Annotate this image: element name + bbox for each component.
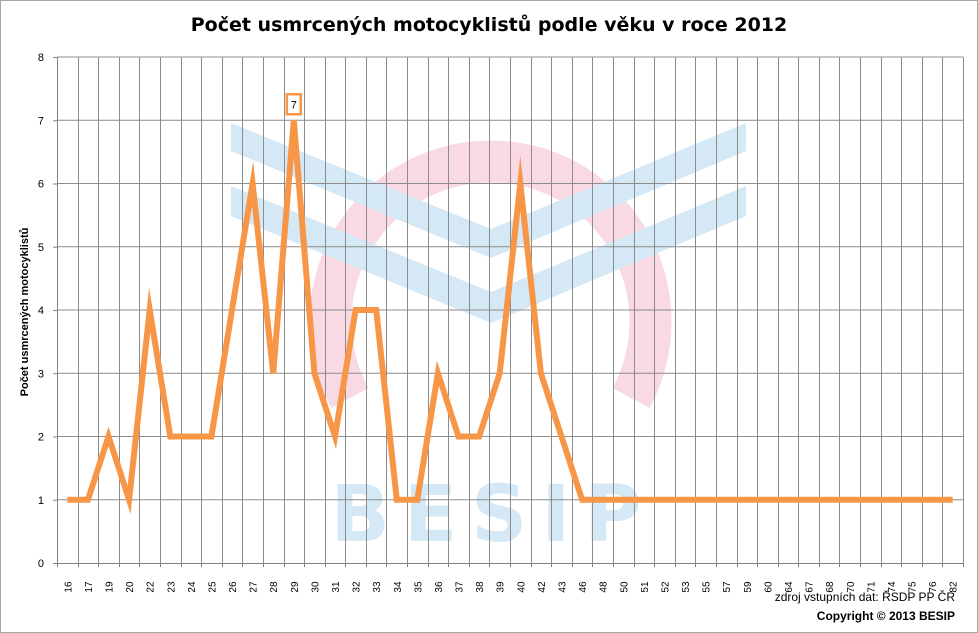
x-tick-label: 48 xyxy=(599,581,610,593)
x-tick-label: 35 xyxy=(413,581,424,593)
x-tick-label: 17 xyxy=(84,581,95,593)
x-tick-label: 25 xyxy=(207,581,218,593)
y-tick-label: 5 xyxy=(38,242,44,254)
watermark-chevron xyxy=(231,123,746,258)
x-tick-label: 50 xyxy=(619,581,630,593)
x-tick-label: 30 xyxy=(310,581,321,593)
watermark-chevron-lower xyxy=(231,186,746,323)
x-tick-label: 59 xyxy=(743,581,754,593)
x-tick-label: 24 xyxy=(187,581,198,593)
chart-title: Počet usmrcených motocyklistů podle věku… xyxy=(190,14,788,36)
x-tick-label: 20 xyxy=(125,581,136,593)
x-tick-label: 16 xyxy=(63,581,74,593)
besip-watermark-logo: BESIP xyxy=(231,123,746,560)
x-tick-label: 23 xyxy=(166,581,177,593)
y-tick-label: 2 xyxy=(38,432,44,444)
x-tick-label: 75 xyxy=(908,581,919,593)
x-tick-label: 43 xyxy=(557,581,568,593)
y-tick-label: 1 xyxy=(38,495,44,507)
y-tick-label: 4 xyxy=(38,305,44,317)
x-tick-label: 29 xyxy=(290,581,301,593)
series-line xyxy=(67,120,953,515)
x-tick-label: 38 xyxy=(475,581,486,593)
x-tick-label: 74 xyxy=(887,581,898,593)
x-tick-label: 32 xyxy=(352,581,363,593)
x-tick-label: 39 xyxy=(496,581,507,593)
x-tick-label: 46 xyxy=(578,581,589,593)
x-tick-label: 60 xyxy=(763,581,774,593)
x-tick-label: 55 xyxy=(702,581,713,593)
x-tick-label: 19 xyxy=(104,581,115,593)
copyright-note: Copyright © 2013 BESIP xyxy=(816,609,955,623)
x-tick-labels: 16 17 19 20 22 23 24 25 26 27 28 29 30 31 32 33 34 35 36 37… xyxy=(63,581,959,593)
x-tick-label: 31 xyxy=(331,581,342,593)
x-tick-label: 34 xyxy=(393,581,404,593)
y-tick-label: 0 xyxy=(38,558,44,570)
x-tick-label: 51 xyxy=(640,581,651,593)
x-tick-label: 22 xyxy=(146,581,157,593)
source-note: zdroj vstupních dat: ŘSDP PP ČR xyxy=(774,590,955,604)
y-tick-label: 3 xyxy=(38,368,44,380)
x-tick-label: 52 xyxy=(660,581,671,593)
x-tick-label: 27 xyxy=(249,581,260,593)
series-layer xyxy=(67,120,953,515)
x-tick-label: 67 xyxy=(805,581,816,593)
chart-axes xyxy=(53,57,964,567)
x-tick-label: 70 xyxy=(846,581,857,593)
x-tick-label: 82 xyxy=(949,581,960,593)
x-tick-label: 68 xyxy=(825,581,836,593)
data-label-layer: 7 xyxy=(285,93,303,116)
watermark-text: BESIP xyxy=(330,470,655,560)
data-label-box xyxy=(285,93,303,116)
x-tick-label: 26 xyxy=(228,581,239,593)
x-tick-label: 28 xyxy=(269,581,280,593)
x-tick-label: 33 xyxy=(372,581,383,593)
y-tick-labels: 0 1 2 3 4 5 6 7 8 xyxy=(38,52,44,570)
x-tick-label: 37 xyxy=(455,581,466,593)
x-tick-label: 36 xyxy=(434,581,445,593)
y-tick-label: 7 xyxy=(38,115,44,127)
x-tick-label: 42 xyxy=(537,581,548,593)
x-tick-label: 40 xyxy=(516,581,527,593)
x-tick-label: 76 xyxy=(928,581,939,593)
data-label: 7 xyxy=(291,99,297,111)
x-tick-label: 64 xyxy=(784,581,795,593)
x-tick-label: 71 xyxy=(866,581,877,593)
y-tick-label: 6 xyxy=(38,179,44,191)
watermark-ring xyxy=(309,140,672,409)
x-tick-label: 57 xyxy=(722,581,733,593)
grid-lines xyxy=(57,56,964,563)
x-tick-label: 53 xyxy=(681,581,692,593)
y-tick-label: 8 xyxy=(38,52,44,64)
